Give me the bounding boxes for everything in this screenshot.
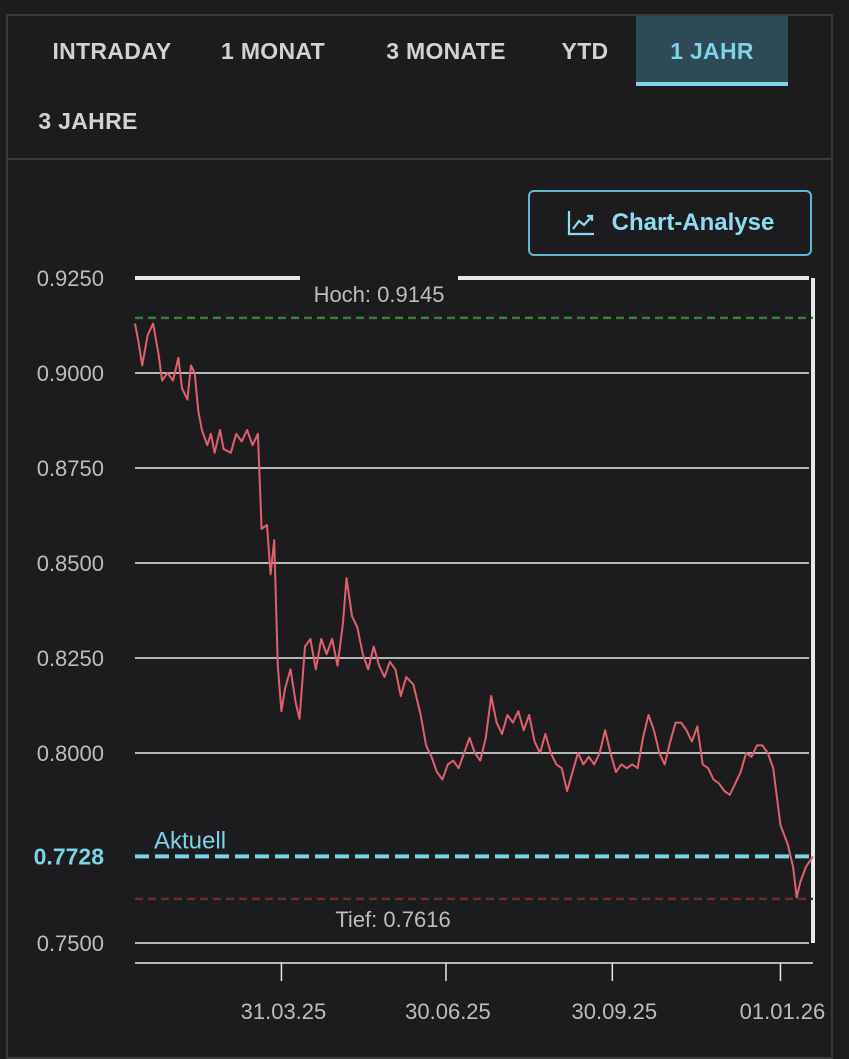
y-tick-label: 0.9000 bbox=[37, 361, 104, 386]
tab-intraday[interactable]: INTRADAY bbox=[52, 38, 172, 64]
y-tick-label: 0.9250 bbox=[37, 266, 104, 291]
current-label: Aktuell bbox=[154, 827, 226, 854]
x-tick-label: 01.01.26 bbox=[740, 999, 826, 1024]
tab-3-jahre[interactable]: 3 JAHRE bbox=[38, 108, 138, 134]
y-tick-label: 0.8750 bbox=[37, 456, 104, 481]
x-tick-label: 30.06.25 bbox=[405, 999, 491, 1024]
x-tick-label: 31.03.25 bbox=[241, 999, 327, 1024]
x-tick-label: 30.09.25 bbox=[571, 999, 657, 1024]
tab-1-jahr[interactable]: 1 JAHR bbox=[636, 16, 788, 86]
high-label: Hoch: 0.9145 bbox=[314, 282, 445, 307]
tab-3-monate[interactable]: 3 MONATE bbox=[386, 38, 506, 64]
chart-analyse-button[interactable]: Chart-Analyse bbox=[528, 190, 812, 256]
y-tick-label: 0.8250 bbox=[37, 646, 104, 671]
tab-ytd[interactable]: YTD bbox=[561, 38, 609, 64]
y-tick-label: 0.8500 bbox=[37, 551, 104, 576]
chart-analyse-label: Chart-Analyse bbox=[611, 209, 775, 236]
chart-trend-icon bbox=[567, 211, 594, 236]
y-tick-label: 0.7500 bbox=[37, 931, 104, 956]
high-label-bg bbox=[300, 272, 458, 284]
y-tick-label: 0.8000 bbox=[37, 741, 104, 766]
low-label: Tief: 0.7616 bbox=[335, 907, 450, 932]
current-value-label: 0.7728 bbox=[34, 843, 105, 869]
price-line bbox=[134, 322, 814, 899]
tab-1-monat[interactable]: 1 MONAT bbox=[221, 38, 325, 64]
chart-panel: INTRADAY 1 MONAT 3 MONATE YTD 1 JAHR 3 J… bbox=[6, 14, 833, 1059]
timeframe-tabs: INTRADAY 1 MONAT 3 MONATE YTD 1 JAHR 3 J… bbox=[8, 16, 831, 160]
